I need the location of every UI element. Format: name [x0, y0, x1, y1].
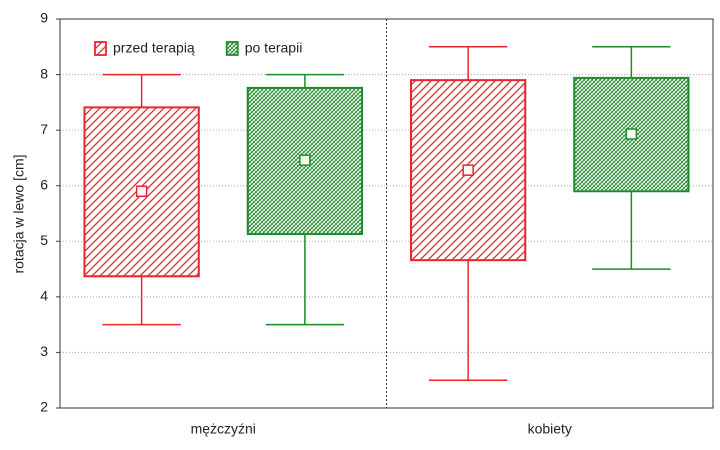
- legend-label: po terapii: [245, 40, 303, 56]
- legend-swatch: [225, 41, 239, 56]
- x-tick-label: kobiety: [528, 421, 572, 437]
- mean-marker: [625, 128, 638, 140]
- mean-marker: [299, 154, 311, 166]
- mean-marker: [135, 185, 148, 198]
- x-tick-label: mężczyźni: [191, 421, 256, 437]
- y-tick-label: 3: [40, 343, 48, 359]
- mean-marker: [462, 164, 474, 176]
- y-tick-label: 5: [40, 232, 48, 248]
- y-tick-label: 8: [40, 65, 48, 81]
- y-tick-label: 6: [40, 176, 48, 192]
- y-axis-label: rotacja w lewo [cm]: [11, 154, 27, 273]
- legend-label: przed terapią: [113, 40, 195, 56]
- y-tick-label: 7: [40, 121, 48, 137]
- legend-swatch: [94, 41, 107, 56]
- y-tick-label: 2: [40, 399, 48, 415]
- plot-frame: [59, 18, 714, 409]
- y-tick-label: 4: [40, 288, 48, 304]
- y-tick-label: 9: [40, 10, 48, 26]
